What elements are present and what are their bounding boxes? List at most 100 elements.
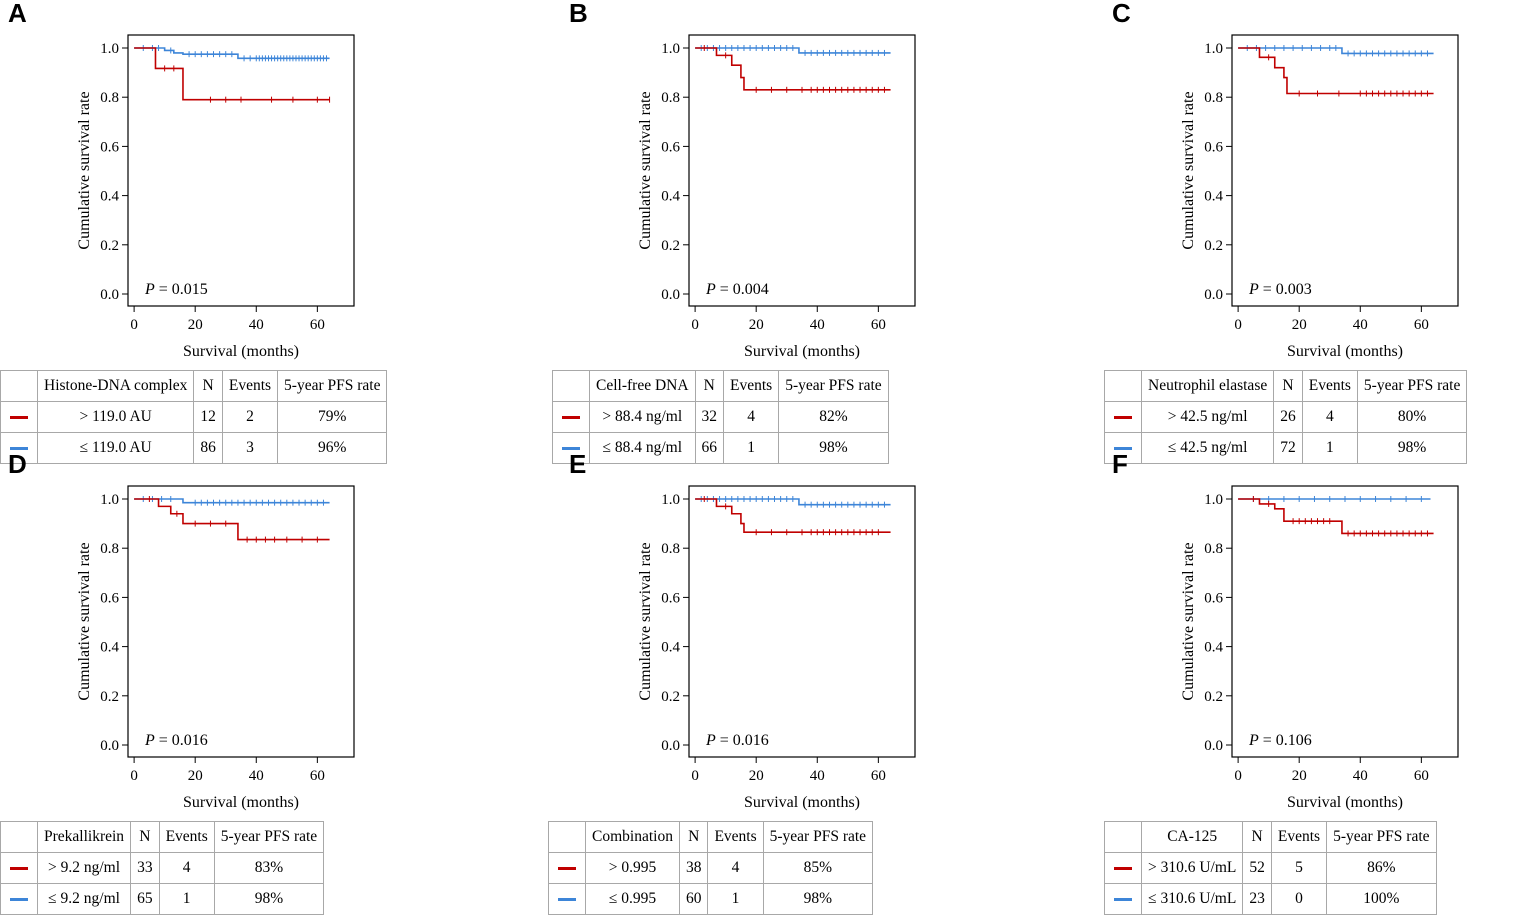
p-value-symbol: P	[705, 281, 716, 298]
km-plot: 0.0 0.2 0.4 0.6 0.8 1.0 0 20 40 60 Survival (month…	[76, 34, 355, 360]
y-tick-label: 0.4	[661, 640, 680, 656]
group-events: 3	[221, 432, 279, 464]
x-axis-label: Survival (months)	[744, 343, 860, 360]
group-n: 65	[130, 883, 160, 915]
group-events: 2	[221, 401, 279, 433]
panel-f: F 0.0 0.2 0.4 0.6 0.8 1.0 0 20 40 60 Survival (mont…	[1104, 449, 1535, 915]
legend-swatch-cell	[0, 883, 38, 915]
km-plot: 0.0 0.2 0.4 0.6 0.8 1.0 0 20 40 60 Survival (month…	[76, 485, 355, 811]
group-rate: 82%	[778, 401, 889, 433]
legend-swatch-low	[1114, 897, 1132, 901]
panel-letter: F	[1112, 449, 1128, 479]
x-tick-label: 40	[1353, 317, 1368, 333]
group-n: 32	[694, 401, 725, 433]
group-events: 1	[707, 883, 764, 915]
y-tick-label: 0.8	[100, 541, 119, 557]
y-axis-label: Cumulative survival rate	[76, 91, 93, 249]
p-value-symbol: P	[144, 732, 155, 749]
group-n: 12	[193, 401, 223, 433]
p-value-annotation: P = 0.016	[144, 732, 208, 749]
panel-a: A 0.0 0.2 0.4 0.6 0.8 1.0 0 20 40 60 Survival (mont…	[0, 0, 512, 464]
y-tick-label: 0.4	[100, 640, 119, 656]
panel-b: B 0.0 0.2 0.4 0.6 0.8 1.0 0 20 40 60 Survival (mont…	[552, 0, 1073, 464]
legend-swatch-cell	[552, 432, 590, 464]
y-axis-label: Cumulative survival rate	[76, 542, 93, 700]
table-row: ≤ 9.2 ng/ml 65 1 98%	[0, 883, 325, 915]
y-tick-label: 1.0	[1204, 492, 1223, 508]
table-header-row: Histone-DNA complex N Events 5-year PFS rat…	[0, 370, 388, 402]
group-n: 52	[1242, 852, 1272, 884]
table-row: > 119.0 AU 12 2 79%	[0, 401, 388, 433]
plot-frame	[1231, 485, 1459, 758]
y-tick-label: 0.6	[1204, 590, 1223, 606]
p-value-symbol: P	[705, 732, 716, 749]
group-label: > 310.6 U/mL	[1140, 852, 1244, 884]
p-value: = 0.004	[716, 281, 769, 298]
table-row: ≤ 88.4 ng/ml 66 1 98%	[552, 432, 889, 464]
survival-curve-low	[134, 47, 330, 60]
marker-header: Histone-DNA complex	[36, 370, 195, 402]
x-tick-label: 40	[249, 768, 264, 784]
legend-swatch-high	[1114, 415, 1132, 419]
group-label: ≤ 119.0 AU	[36, 432, 195, 464]
legend-swatch-high	[10, 866, 28, 870]
group-label: ≤ 9.2 ng/ml	[36, 883, 132, 915]
table-row: ≤ 0.995 60 1 98%	[548, 883, 874, 915]
x-axis-label: Survival (months)	[183, 794, 299, 811]
table-row: ≤ 119.0 AU 86 3 96%	[0, 432, 388, 464]
legend-swatch-cell	[1104, 432, 1142, 464]
x-tick-label: 0	[1234, 768, 1242, 784]
marker-header: CA-125	[1140, 821, 1244, 853]
x-axis-label: Survival (months)	[183, 343, 299, 360]
x-tick-label: 60	[1414, 317, 1429, 333]
x-tick-label: 0	[130, 317, 138, 333]
group-n: 38	[678, 852, 709, 884]
group-label: > 88.4 ng/ml	[589, 401, 696, 433]
p-value-annotation: P = 0.003	[1248, 281, 1312, 298]
group-events: 1	[723, 432, 780, 464]
y-tick-label: 0.2	[1204, 238, 1223, 254]
x-tick-label: 20	[749, 768, 764, 784]
x-axis-label: Survival (months)	[1287, 794, 1403, 811]
y-tick-label: 0.8	[1204, 90, 1223, 106]
events-header: Events	[1301, 370, 1358, 402]
y-tick-label: 0.2	[100, 689, 119, 705]
x-tick-label: 60	[310, 317, 325, 333]
legend-swatch-cell	[1104, 852, 1142, 884]
y-tick-label: 0.0	[1204, 738, 1223, 754]
group-n: 26	[1273, 401, 1303, 433]
p-value: = 0.015	[155, 281, 208, 298]
p-value-symbol: P	[144, 281, 155, 298]
panel-letter: E	[569, 449, 587, 479]
n-header: N	[694, 370, 725, 402]
legend-swatch-cell	[1104, 401, 1142, 433]
survival-curve-high	[1238, 47, 1434, 95]
x-axis-label: Survival (months)	[1287, 343, 1403, 360]
legend-swatch-low	[558, 897, 576, 901]
survival-curve-high	[134, 47, 330, 101]
p-value-annotation: P = 0.016	[705, 732, 769, 749]
legend-swatch-cell	[1104, 883, 1142, 915]
x-tick-label: 20	[188, 768, 203, 784]
n-header: N	[1273, 370, 1303, 402]
y-tick-label: 0.6	[661, 590, 680, 606]
group-label: ≤ 0.995	[585, 883, 680, 915]
panel-letter: A	[8, 0, 27, 28]
y-tick-label: 0.4	[661, 189, 680, 205]
group-label: > 42.5 ng/ml	[1140, 401, 1275, 433]
summary-table: Histone-DNA complex N Events 5-year PFS rat…	[0, 370, 388, 464]
events-header: Events	[707, 821, 764, 853]
y-tick-label: 0.0	[661, 738, 680, 754]
p-value-annotation: P = 0.106	[1248, 732, 1312, 749]
survival-curve-high	[695, 47, 891, 91]
x-tick-label: 0	[691, 317, 699, 333]
swatch-header-cell	[548, 821, 586, 853]
group-rate: 83%	[213, 852, 325, 884]
x-tick-label: 20	[1292, 768, 1307, 784]
rate-header: 5-year PFS rate	[213, 821, 325, 853]
marker-header: Cell-free DNA	[589, 370, 696, 402]
y-axis-label: Cumulative survival rate	[1180, 542, 1197, 700]
group-n: 72	[1273, 432, 1303, 464]
panel-d: D 0.0 0.2 0.4 0.6 0.8 1.0 0 20 40 60 Survival (mont…	[0, 449, 512, 915]
y-axis-label: Cumulative survival rate	[1180, 91, 1197, 249]
